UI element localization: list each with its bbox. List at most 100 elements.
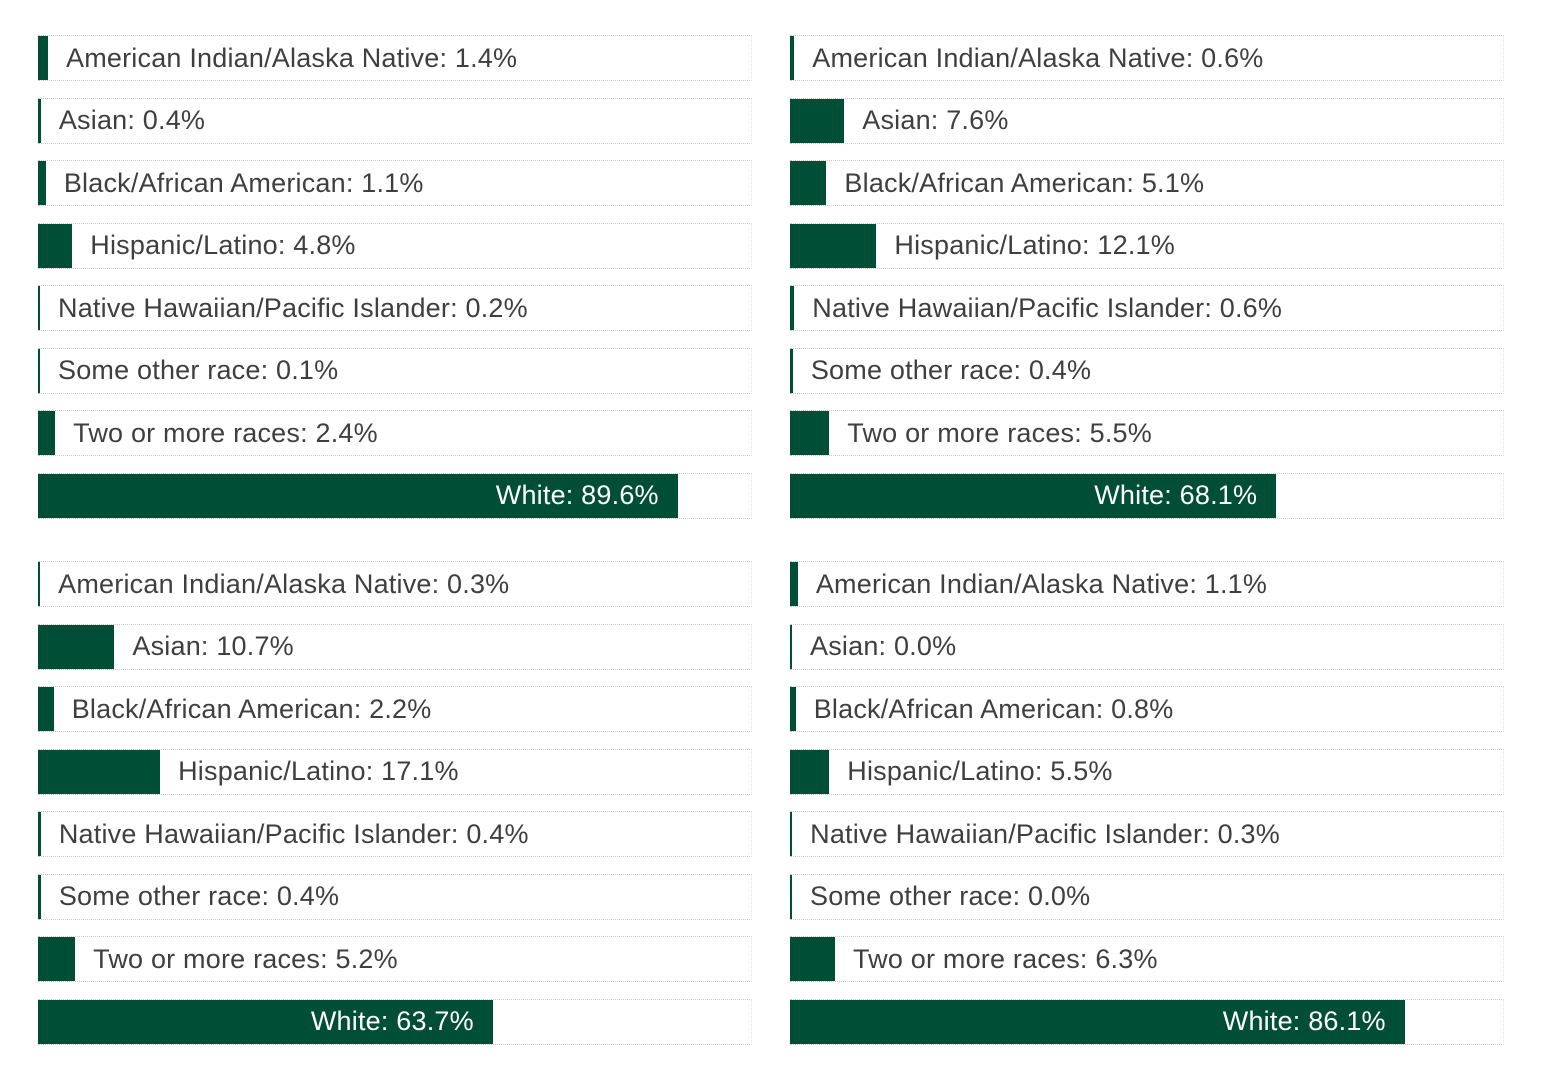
bar [38,36,48,80]
bar-row: Two or more races: 5.2% [38,936,752,982]
data-label: Asian: 0.0% [810,631,957,661]
bar [790,348,793,393]
bar-row: Black/African American: 2.2% [38,686,752,732]
data-label: Some other race: 0.1% [58,355,339,385]
chart-panel: American Indian/Alaska Native: 0.3% Asian… [38,561,752,1045]
data-label: Two or more races: 5.5% [847,417,1152,448]
data-label: Native Hawaiian/Pacific Islander: 0.4% [58,818,529,849]
bar-row: Hispanic/Latino: 4.8% [38,222,752,269]
data-label: Some other race: 0.4% [810,355,1092,385]
bar-row: White: 63.7% [38,998,752,1045]
data-label: White: 89.6% [495,480,659,510]
bar-row: Some other race: 0.4% [790,347,1504,394]
bar [790,812,793,856]
bar [38,937,76,981]
bar-row: Some other race: 0.1% [38,347,752,394]
data-label: Native Hawaiian/Pacific Islander: 0.2% [58,292,528,323]
bar-row: Native Hawaiian/Pacific Islander: 0.2% [38,285,752,331]
bar-row: Asian: 0.4% [38,97,752,144]
data-label: Some other race: 0.0% [810,881,1091,911]
bar-row: Two or more races: 2.4% [38,410,752,456]
bar-row: American Indian/Alaska Native: 1.4% [38,35,752,81]
data-label: American Indian/Alaska Native: 1.4% [65,42,518,73]
bar-row: Asian: 10.7% [38,623,752,670]
bar [38,98,41,143]
bar [790,36,795,80]
data-label: Hispanic/Latino: 12.1% [894,230,1175,260]
data-label: Black/African American: 1.1% [63,167,424,198]
bar-row: White: 89.6% [38,472,752,519]
bar-row: American Indian/Alaska Native: 0.6% [790,35,1504,81]
bar [38,473,678,518]
data-label: Asian: 10.7% [132,631,294,661]
bar [790,687,796,731]
bar [38,999,493,1044]
bar [790,223,877,268]
bar [38,624,115,669]
bar-row: Some other race: 0.4% [38,873,752,920]
data-label: White: 68.1% [1094,480,1258,510]
bar [790,286,795,330]
chart-panel: American Indian/Alaska Native: 0.6% Asian… [790,35,1504,519]
bar-row: Native Hawaiian/Pacific Islander: 0.4% [38,811,752,857]
data-label: Two or more races: 2.4% [73,417,378,448]
bar-row: White: 86.1% [790,998,1504,1045]
data-label: Black/African American: 5.1% [844,167,1205,198]
bar-row: White: 68.1% [790,472,1504,519]
data-label: Asian: 7.6% [862,105,1009,135]
bar [790,98,845,143]
bar-row: American Indian/Alaska Native: 1.1% [790,561,1504,607]
data-label: Black/African American: 2.2% [71,693,432,724]
bar [790,749,830,794]
bar [790,161,827,205]
data-label: Asian: 0.4% [58,105,206,135]
bar [790,999,1405,1044]
bar-row: Asian: 0.0% [790,623,1504,670]
bar [38,812,41,856]
data-label: Two or more races: 6.3% [852,943,1158,974]
bar [790,562,798,606]
data-label: Hispanic/Latino: 4.8% [90,230,356,260]
data-label: American Indian/Alaska Native: 0.3% [58,568,510,599]
data-label: Hispanic/Latino: 5.5% [847,756,1113,786]
bar [38,286,40,330]
data-label: Black/African American: 0.8% [813,693,1174,724]
bar [38,161,46,205]
data-label: American Indian/Alaska Native: 0.6% [812,42,1264,73]
data-label: Hispanic/Latino: 17.1% [178,756,459,786]
bar [38,874,41,919]
bar-row: Black/African American: 1.1% [38,160,752,206]
data-label: American Indian/Alaska Native: 1.1% [815,568,1268,599]
data-label: Some other race: 0.4% [58,881,340,911]
bar-row: American Indian/Alaska Native: 0.3% [38,561,752,607]
bar [38,749,161,794]
bar [790,624,792,669]
bar-row: Two or more races: 6.3% [790,936,1504,982]
bar-row: Some other race: 0.0% [790,873,1504,920]
data-label: White: 86.1% [1222,1006,1386,1036]
bar-row: Hispanic/Latino: 12.1% [790,222,1504,269]
bar-row: Native Hawaiian/Pacific Islander: 0.3% [790,811,1504,857]
data-label: Native Hawaiian/Pacific Islander: 0.3% [810,818,1280,849]
bar [790,473,1277,518]
bar-row: Asian: 7.6% [790,97,1504,144]
bar-row: Native Hawaiian/Pacific Islander: 0.6% [790,285,1504,331]
bar [38,687,54,731]
data-label: White: 63.7% [310,1006,474,1036]
bar [790,874,792,919]
bar [790,937,835,981]
bar [38,348,40,393]
bar [790,411,830,455]
bar-row: Hispanic/Latino: 17.1% [38,748,752,795]
bar-row: Black/African American: 5.1% [790,160,1504,206]
bar-row: Black/African American: 0.8% [790,686,1504,732]
chart-panel: American Indian/Alaska Native: 1.4% Asian… [38,35,752,519]
data-label: Native Hawaiian/Pacific Islander: 0.6% [812,292,1283,323]
bar [38,223,73,268]
bar [38,411,56,455]
chart-panel: American Indian/Alaska Native: 1.1% Asian… [790,561,1504,1045]
bar [38,562,41,606]
data-label: Two or more races: 5.2% [93,943,398,974]
bar-row: Hispanic/Latino: 5.5% [790,748,1504,795]
